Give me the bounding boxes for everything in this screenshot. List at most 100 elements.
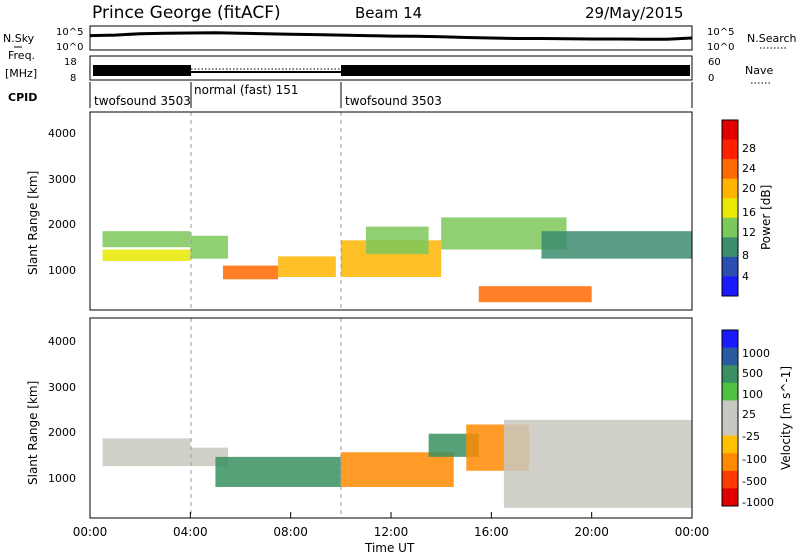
velocity-ytick-2000: 2000 [48,426,76,439]
time-tick-label-0: 00:00 [73,525,108,539]
power-cbar-swatch-5 [722,217,738,238]
frequency-panel: 18 8 60 0 [64,55,721,84]
velocity-cbar-tick-1000: 1000 [742,347,770,360]
power-cbar-tick-24: 24 [742,162,756,175]
freq-label-2: [MHz] [5,67,37,80]
cpid-segment-1: twofsound 3503 [94,94,191,108]
time-tick-label-6: 00:00 [675,525,710,539]
power-cbar-tick-16: 16 [742,206,756,219]
nave-right-tick-top: 60 [708,57,721,68]
velocity-cbar-swatch-6 [722,435,738,454]
beam-label: Beam 14 [355,4,422,22]
station-title: Prince George (fitACF) [92,3,281,23]
freq-block-1 [93,65,191,76]
freq-block-2 [341,65,690,76]
power-colorbar-frame [721,119,739,297]
power-band-8 [478,286,592,303]
velocity-cbar-swatch-5 [722,418,738,437]
freq-left-tick-bottom: 8 [70,73,76,84]
power-cbar-swatch-7 [722,256,738,277]
power-cbar-tick-28: 28 [742,142,756,155]
velocity-colorbar-label: Velocity [m s^-1] [779,366,793,470]
date-label: 29/May/2015 [585,4,683,22]
power-cbar-swatch-6 [722,237,738,258]
power-cbar-tick-4: 4 [742,270,749,283]
power-colorbar-label: Power [dB] [759,185,773,250]
velocity-cbar-tick-neg1000: -1000 [742,496,774,509]
power-ytick-4000: 4000 [48,127,76,140]
velocity-cbar-tick-neg100: -100 [742,453,767,466]
velocity-cbar-swatch-1 [722,347,738,366]
power-ytick-1000: 1000 [48,264,76,277]
n-search-label: N.Search [747,32,797,45]
velocity-cbar-swatch-0 [722,330,738,349]
nave-right-tick-bottom: 0 [708,73,714,84]
cpid-label: CPID [8,91,37,104]
velocity-band-6 [503,419,692,508]
noise-panel: 10^5 10^0 10^5 10^0 [56,25,734,53]
noise-right-tick-bottom: 10^0 [707,42,734,53]
power-panel-bg [90,112,692,310]
power-colorbar: 28 24 20 16 12 8 4 Power [dB] [721,119,773,297]
power-ytick-3000: 3000 [48,173,76,186]
velocity-band-0 [102,438,191,467]
power-data-bands [102,217,692,303]
velocity-cbar-tick-500: 500 [742,367,763,380]
cpid-panel: twofsound 3503 normal (fast) 151 twofsou… [89,82,693,108]
power-colorbar-swatches [722,120,738,297]
velocity-cbar-swatch-8 [722,470,738,489]
time-tick-label-2: 08:00 [273,525,308,539]
noise-left-tick-bottom: 10^0 [56,42,83,53]
velocity-band-3 [340,452,454,487]
nave-label: Nave [745,64,773,77]
power-band-4 [278,256,336,277]
velocity-ytick-1000: 1000 [48,472,76,485]
power-cbar-swatch-3 [722,178,738,199]
velocity-panel: 1000 2000 3000 4000 Slant Range [km] 00:… [26,317,710,554]
power-cbar-swatch-4 [722,198,738,219]
time-tick-label-4: 16:00 [474,525,509,539]
power-cbar-tick-8: 8 [742,249,749,262]
power-band-0 [102,231,191,248]
velocity-cbar-swatch-9 [722,488,738,507]
time-tick-label-5: 20:00 [574,525,609,539]
freq-label-1: Freq. [8,49,35,62]
time-tick-label-1: 04:00 [173,525,208,539]
power-cbar-swatch-0 [722,120,738,141]
power-band-2 [190,235,228,259]
velocity-cbar-swatch-4 [722,400,738,419]
time-tick-label-3: 12:00 [374,525,409,539]
velocity-cbar-tick-100: 100 [742,388,763,401]
power-cbar-tick-20: 20 [742,182,756,195]
freq-left-tick-top: 18 [64,57,77,68]
velocity-ytick-3000: 3000 [48,381,76,394]
velocity-ytick-4000: 4000 [48,335,76,348]
velocity-cbar-swatch-2 [722,365,738,384]
power-cbar-tick-12: 12 [742,226,756,239]
power-cbar-swatch-1 [722,139,738,160]
power-ytick-2000: 2000 [48,218,76,231]
velocity-cbar-tick-neg25: -25 [742,430,760,443]
power-cbar-swatch-2 [722,159,738,180]
velocity-band-2 [215,456,341,487]
n-sky-label: N.Sky [3,32,35,45]
time-axis-ticks: 00:00 04:00 08:00 12:00 16:00 20:00 00:00 [73,512,710,539]
power-band-6 [365,226,429,255]
power-panel-frame [89,111,693,311]
cpid-segment-2: normal (fast) 151 [194,83,298,97]
time-axis-label: Time UT [364,541,415,554]
noise-right-tick-top: 10^5 [707,27,734,38]
velocity-cbar-swatch-7 [722,453,738,472]
velocity-colorbar: 1000 500 100 25 -25 -100 -500 -1000 Velo… [721,329,793,509]
velocity-colorbar-frame [721,329,739,507]
velocity-ylabel: Slant Range [km] [26,381,40,485]
power-band-9 [541,231,692,259]
velocity-cbar-tick-25: 25 [742,408,756,421]
power-band-3 [222,265,279,280]
power-cbar-swatch-8 [722,276,738,297]
cpid-segment-3: twofsound 3503 [345,94,442,108]
power-band-1 [102,249,191,261]
power-ylabel: Slant Range [km] [26,171,40,275]
noise-trace [89,31,693,41]
velocity-cbar-swatch-3 [722,382,738,401]
